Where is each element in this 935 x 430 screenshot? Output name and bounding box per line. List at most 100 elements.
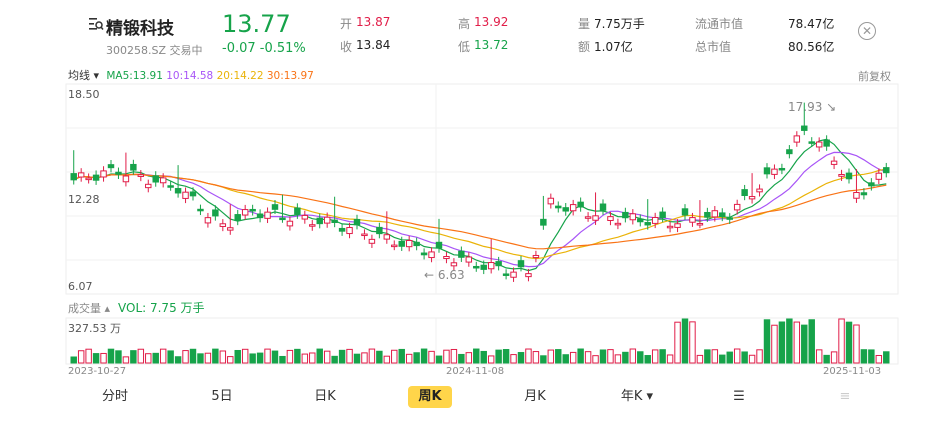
ma-line: [73, 173, 887, 250]
volume-bar: [279, 355, 286, 364]
volume-bar: [428, 350, 435, 364]
candle-body: [704, 211, 711, 218]
candle-body: [741, 189, 748, 197]
volume-bar: [845, 321, 853, 364]
high-label: 高: [458, 17, 471, 31]
volume-bar: [771, 324, 778, 364]
candle-body: [264, 211, 271, 219]
tab-intraday[interactable]: 分时: [101, 389, 128, 404]
volume-bar: [838, 318, 845, 364]
volume-bar: [271, 350, 279, 364]
candle-body: [622, 211, 629, 219]
peak-price-label: 17.93 ↘: [788, 100, 837, 114]
candle-body: [338, 227, 346, 232]
candle-body: [182, 191, 189, 199]
volume-bar: [353, 353, 361, 364]
candle-body: [391, 244, 398, 248]
open-value: 13.87: [356, 15, 391, 29]
tab-weekly[interactable]: 周K: [408, 386, 452, 408]
candle-body: [368, 238, 376, 244]
volume-bar: [174, 356, 182, 364]
volume-bar: [659, 349, 666, 364]
volume-bar: [733, 348, 741, 364]
candle-body: [234, 214, 241, 221]
volume-bar: [309, 352, 316, 364]
tab-yearly[interactable]: 年K ▾: [620, 389, 654, 404]
volume-bar: [547, 349, 555, 364]
ma-line: [73, 151, 887, 268]
volume-bar: [860, 349, 868, 364]
candle-body: [771, 168, 778, 175]
volume-bar: [487, 355, 495, 364]
volume-bar: [413, 352, 420, 364]
candle-body: [227, 227, 234, 231]
volume-bar: [145, 353, 152, 364]
volume-bar: [599, 349, 607, 364]
candle-body: [525, 273, 532, 278]
period-tabs: 分时 5日 日K 周K 月K 年K ▾ ☰ ≡: [60, 386, 900, 410]
adjust-mode[interactable]: 前复权: [858, 70, 891, 83]
volume-bar: [562, 354, 569, 364]
candle-body: [376, 226, 383, 235]
ma-toggle[interactable]: 均线 ▾: [68, 69, 100, 82]
volume-bar: [540, 355, 547, 364]
candle-body: [756, 188, 763, 193]
volume-bar: [107, 348, 115, 364]
volume-bar: [70, 356, 77, 364]
candle-body: [174, 188, 182, 194]
amount-value: 1.07亿: [594, 40, 633, 54]
candle-body: [137, 174, 145, 177]
candle-body: [77, 172, 85, 178]
volume-bar: [719, 354, 726, 364]
indicator-settings-icon[interactable]: ☰: [733, 389, 745, 404]
low-label: 低: [458, 40, 471, 54]
volume-bar: [346, 348, 353, 364]
candle-body: [115, 171, 122, 175]
volume-bar: [92, 353, 100, 364]
volume-bar: [85, 348, 92, 364]
tab-5day[interactable]: 5日: [211, 389, 233, 404]
volume-bar: [197, 353, 204, 364]
volume-max: 327.53 万: [68, 322, 121, 335]
candle-body: [428, 251, 435, 259]
volume-bar: [368, 348, 376, 364]
tab-daily[interactable]: 日K: [314, 389, 336, 404]
candle-body: [495, 261, 502, 267]
volume-bar: [361, 352, 368, 364]
candle-body: [473, 265, 480, 269]
candle-body: [398, 240, 405, 247]
close-icon[interactable]: ✕: [858, 22, 876, 40]
candle-body: [159, 177, 167, 184]
candle-body: [100, 170, 107, 178]
volume-bar: [778, 321, 786, 364]
candle-body: [547, 197, 555, 205]
more-options-icon[interactable]: ≡: [839, 389, 851, 404]
volume-bar: [473, 348, 480, 364]
ma30-value: 30:13.97: [266, 70, 314, 82]
ma-line: [73, 138, 887, 272]
candle-body: [323, 216, 331, 224]
search-list-icon[interactable]: [88, 16, 104, 32]
volume-bar: [159, 348, 167, 364]
tab-monthly[interactable]: 月K: [524, 389, 546, 404]
candle-body: [793, 135, 801, 143]
candle-body: [808, 141, 815, 144]
date-start: 2023-10-27: [68, 366, 127, 377]
volume-bar: [130, 350, 137, 364]
volume-bar: [666, 354, 674, 364]
candle-body: [674, 223, 681, 228]
candle-body: [107, 164, 115, 169]
volume-bar: [748, 354, 756, 364]
candle-body: [875, 172, 883, 180]
volume-bar: [584, 351, 592, 364]
candle-body: [346, 227, 353, 235]
candle-body: [651, 216, 659, 224]
volume-bar: [883, 351, 890, 364]
volume-bar: [629, 348, 637, 364]
volume-bar: [376, 350, 383, 364]
candle-body: [823, 139, 830, 147]
candle-body: [309, 224, 316, 227]
candle-body: [719, 212, 726, 217]
candle-body: [145, 183, 152, 189]
